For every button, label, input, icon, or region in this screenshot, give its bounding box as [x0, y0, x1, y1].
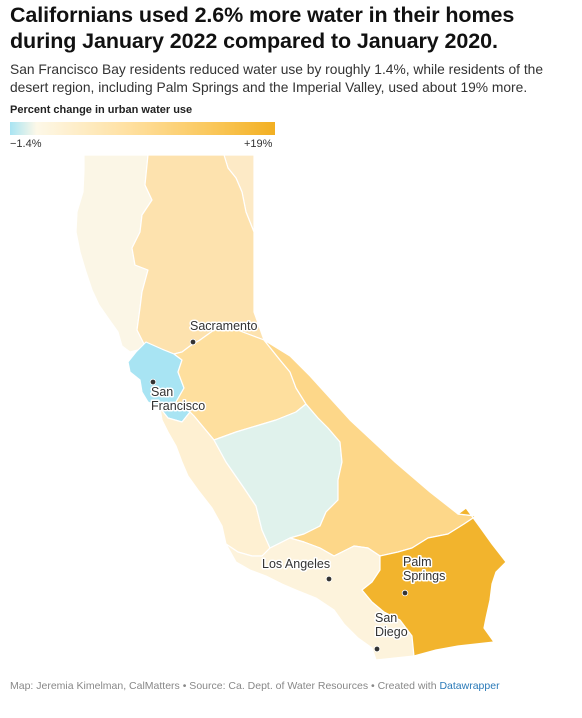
legend-min-label: −1.4% — [10, 138, 42, 150]
region-colorado-river[interactable] — [361, 507, 507, 657]
footer-credit-text: Map: Jeremia Kimelman, CalMatters • Sour… — [10, 680, 440, 692]
sacramento-marker — [189, 338, 197, 346]
sacramento-label: Sacramento — [190, 319, 257, 333]
los-angeles-marker — [325, 575, 333, 583]
palm-springs-marker — [401, 589, 409, 597]
legend-max-label: +19% — [244, 138, 273, 150]
legend-title: Percent change in urban water use — [10, 104, 193, 116]
california-map: Sacramento San Francisco Los Angeles Palm Spr… — [75, 154, 507, 661]
footer-credit: Map: Jeremia Kimelman, CalMatters • Sour… — [10, 680, 500, 692]
legend-gradient-bar — [10, 122, 275, 135]
san-diego-label: San Diego — [375, 611, 408, 639]
san-francisco-marker — [149, 378, 157, 386]
palm-springs-label: Palm Springs — [403, 555, 445, 583]
chart-subtitle: San Francisco Bay residents reduced wate… — [10, 62, 543, 95]
chart-title: Californians used 2.6% more water in the… — [10, 3, 515, 53]
datawrapper-link[interactable]: Datawrapper — [439, 680, 500, 692]
los-angeles-label: Los Angeles — [262, 557, 330, 571]
san-francisco-label: San Francisco — [151, 385, 205, 413]
san-diego-marker — [373, 645, 381, 653]
